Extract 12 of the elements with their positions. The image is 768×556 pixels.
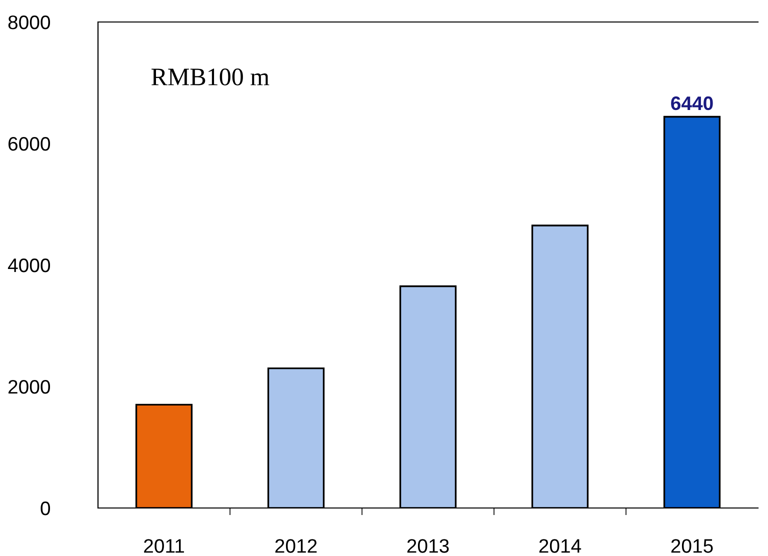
x-tick-label: 2015 [671,539,713,553]
y-tick-label: 2000 [8,380,50,394]
x-tick-label: 2014 [539,539,582,553]
data-label: 6440 [671,96,713,110]
x-tick-label: 2011 [144,539,184,553]
y-tick-label: 0 [40,501,50,516]
y-tick-label: 4000 [8,258,50,272]
x-tick-label: 2013 [407,539,449,553]
y-tick-label: 8000 [8,15,50,30]
annotation: RMB100 m [152,68,270,86]
x-tick-label: 2012 [275,539,317,553]
y-tick-label: 6000 [8,136,50,151]
